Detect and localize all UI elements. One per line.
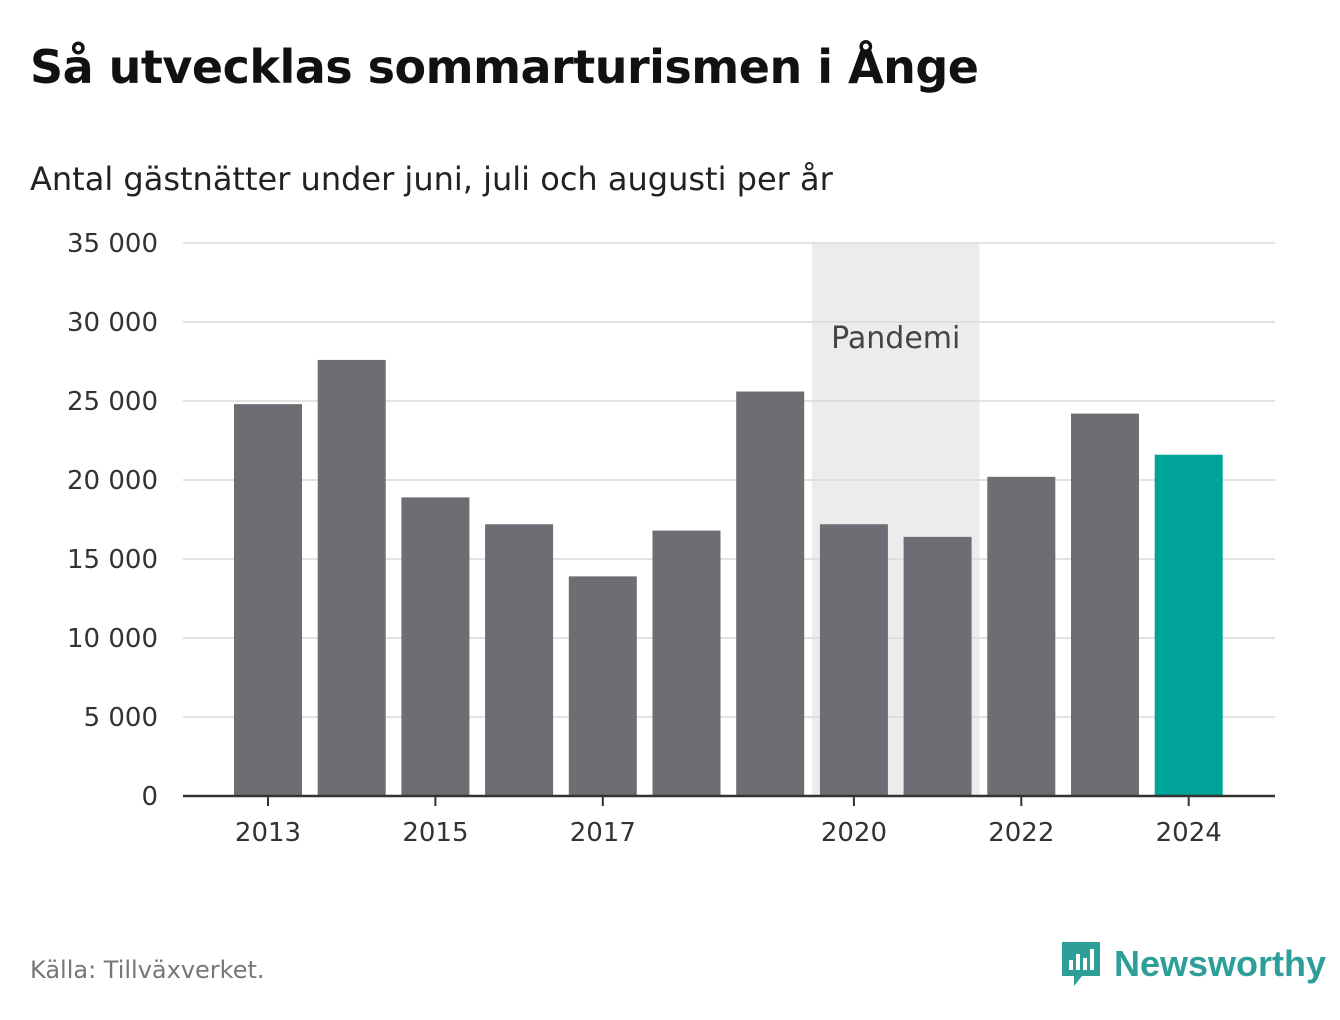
- bar-2018: [652, 530, 721, 796]
- newsworthy-logo-icon: [1062, 942, 1100, 986]
- y-tick-label: 35 000: [67, 229, 158, 259]
- pandemic-label: Pandemi: [831, 321, 960, 356]
- y-tick-label: 10 000: [67, 624, 158, 654]
- axis-layer: 0 5 000 10 000 15 000 20 000 25 000 30 000 35 0…: [67, 229, 1275, 848]
- bar-2015: [401, 497, 470, 796]
- bar-2023: [1071, 413, 1139, 796]
- x-tick-label: 2024: [1156, 818, 1222, 848]
- y-tick-label: 30 000: [67, 308, 158, 338]
- source-note: Källa: Tillväxverket.: [30, 956, 265, 984]
- bar-layer: [234, 359, 1223, 796]
- bar-2019: [736, 391, 805, 796]
- y-tick-label: 5 000: [84, 703, 158, 733]
- bar-2022: [987, 476, 1056, 796]
- bar-2020: [819, 524, 888, 796]
- x-tick-label: 2013: [235, 818, 301, 848]
- brand-name: Newsworthy: [1114, 943, 1327, 984]
- x-tick-label: 2017: [570, 818, 636, 848]
- bar-2021: [903, 536, 972, 796]
- bar-2014: [317, 359, 386, 796]
- bar-2017: [568, 576, 637, 796]
- y-tick-label: 20 000: [67, 466, 158, 496]
- chart-subtitle: Antal gästnätter under juni, juli och au…: [30, 160, 833, 198]
- bar-2016: [485, 524, 554, 796]
- bar-2024: [1154, 454, 1223, 796]
- y-tick-label: 0: [141, 782, 158, 812]
- x-tick-label: 2015: [402, 818, 468, 848]
- y-tick-label: 25 000: [67, 387, 158, 417]
- y-tick-label: 15 000: [67, 545, 158, 575]
- x-tick-label: 2020: [821, 818, 887, 848]
- brand-logo: Newsworthy: [1060, 940, 1326, 988]
- bar-2013: [234, 404, 302, 796]
- chart-title: Så utvecklas sommarturismen i Ånge: [30, 40, 979, 94]
- x-tick-label: 2022: [988, 818, 1054, 848]
